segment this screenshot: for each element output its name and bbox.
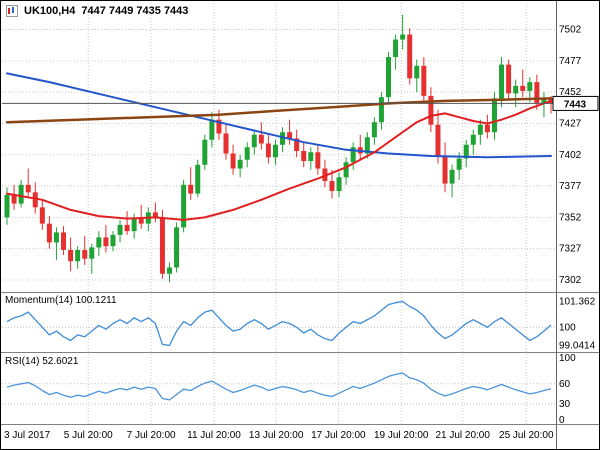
grid-lines <box>2 3 556 424</box>
svg-text:17 Jul 20:00: 17 Jul 20:00 <box>311 430 366 441</box>
svg-text:13 Jul 20:00: 13 Jul 20:00 <box>249 430 304 441</box>
svg-text:7452: 7452 <box>559 87 582 98</box>
svg-text:7302: 7302 <box>559 275 582 286</box>
svg-text:99.0414: 99.0414 <box>559 340 596 351</box>
svg-text:7 Jul 20:00: 7 Jul 20:00 <box>127 430 176 441</box>
svg-text:100: 100 <box>559 322 576 333</box>
svg-text:7327: 7327 <box>559 244 582 255</box>
svg-text:7402: 7402 <box>559 150 582 161</box>
svg-text:60: 60 <box>559 379 571 390</box>
svg-text:7502: 7502 <box>559 25 582 36</box>
rsi-line <box>6 372 552 401</box>
svg-text:3 Jul 2017: 3 Jul 2017 <box>4 430 51 441</box>
fast-ma-line <box>6 99 552 221</box>
svg-text:7477: 7477 <box>559 56 582 67</box>
time-axis[interactable]: 3 Jul 2017 5 Jul 20:00 7 Jul 20:00 11 Jul 2… <box>4 430 554 441</box>
svg-text:7427: 7427 <box>559 118 582 129</box>
svg-text:19 Jul 20:00: 19 Jul 20:00 <box>374 430 429 441</box>
svg-text:0: 0 <box>559 415 565 426</box>
svg-text:100: 100 <box>559 353 576 364</box>
svg-text:25 Jul 20:00: 25 Jul 20:00 <box>499 430 554 441</box>
svg-text:101.362: 101.362 <box>559 297 596 308</box>
svg-text:5 Jul 20:00: 5 Jul 20:00 <box>64 430 113 441</box>
svg-text:7443: 7443 <box>564 99 587 110</box>
svg-text:7352: 7352 <box>559 212 582 223</box>
momentum-indicator-label: Momentum(14) 100.1211 <box>5 295 117 306</box>
rsi-indicator-label: RSI(14) 52.6021 <box>5 356 79 367</box>
price-axis[interactable]: 7502 7477 7452 7427 7402 7377 7352 7327 7302 101.… <box>559 25 596 426</box>
svg-text:11 Jul 20:00: 11 Jul 20:00 <box>187 430 241 441</box>
symbol-timeframe-label: UK100,H4 <box>24 5 76 17</box>
slow-ma-line <box>6 72 552 159</box>
svg-text:7377: 7377 <box>559 181 582 192</box>
ohlc-readout: 7447 7449 7435 7443 <box>81 5 189 17</box>
chart-title: UK100,H4 7447 7449 7435 7443 <box>6 5 190 17</box>
candles-layer <box>4 14 554 283</box>
current-price-tag: 7443 <box>552 95 599 111</box>
medium-ma-line <box>5 97 553 124</box>
svg-text:30: 30 <box>559 399 571 410</box>
candlestick-chart-icon <box>6 5 18 17</box>
svg-text:21 Jul 20:00: 21 Jul 20:00 <box>435 430 490 441</box>
momentum-line <box>6 300 552 347</box>
